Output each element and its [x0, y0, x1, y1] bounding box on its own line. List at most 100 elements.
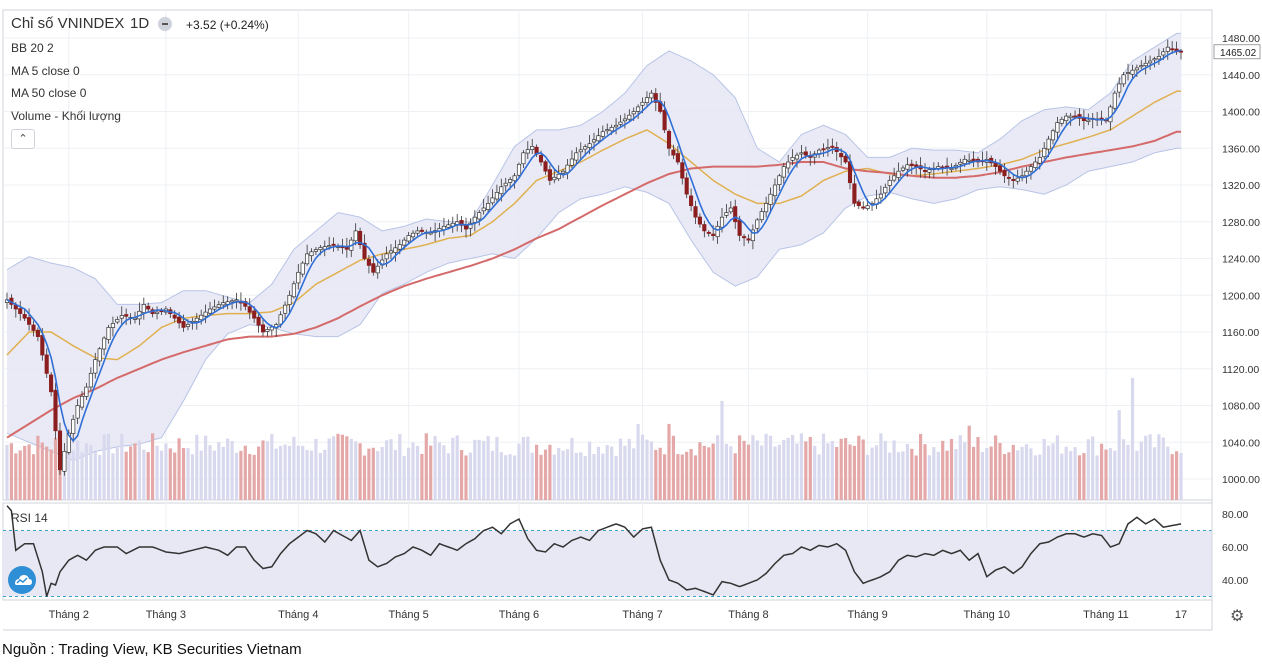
volume-bar — [318, 453, 322, 500]
candle — [596, 128, 601, 143]
volume-bar — [680, 454, 684, 500]
candle-body — [62, 451, 67, 472]
price-axis: 1000.00 1040.00 1080.00 1120.00 1160.00 1200.… — [1222, 33, 1260, 486]
eye-toggle-icon[interactable] — [158, 17, 172, 31]
candle — [375, 259, 380, 279]
candle-body — [777, 175, 782, 185]
candle-body — [375, 265, 380, 274]
candle-body — [914, 164, 919, 167]
volume-bar — [36, 435, 40, 500]
volume-bar — [773, 446, 777, 500]
candle — [1059, 116, 1064, 127]
candle-body — [459, 220, 464, 226]
candle-body — [627, 114, 632, 120]
candle-body — [600, 131, 605, 137]
candle-body — [614, 124, 619, 128]
volume-bar — [561, 450, 565, 500]
volume-bar — [742, 440, 746, 500]
candle — [684, 172, 689, 199]
volume-bar — [548, 444, 552, 500]
candle-body — [543, 161, 548, 172]
candle-body — [556, 173, 561, 180]
collapse-legend-button[interactable]: ⌃ — [11, 129, 35, 149]
timeframe-label[interactable]: 1D — [130, 15, 150, 32]
volume-bar — [1007, 452, 1011, 500]
candle-body — [287, 294, 292, 305]
volume-bar — [866, 454, 870, 500]
candle-body — [900, 167, 905, 171]
volume-bar — [998, 443, 1002, 500]
candle-body — [1002, 169, 1007, 177]
settings-gear-icon[interactable]: ⚙ — [1230, 608, 1245, 625]
candle-body — [247, 306, 252, 313]
candle — [830, 138, 835, 154]
volume-bar — [623, 445, 627, 500]
candles — [4, 39, 1184, 476]
volume-bar — [716, 435, 720, 500]
tradingview-logo-icon[interactable] — [8, 566, 36, 594]
volume-bar — [658, 447, 662, 500]
legend-bb[interactable]: BB 20 2 — [11, 41, 54, 55]
rsi-band-fill — [3, 530, 1212, 597]
volume-bar — [106, 433, 111, 500]
legend-volume[interactable]: Volume - Khối lượng — [11, 109, 121, 123]
candle — [680, 158, 685, 185]
volume-bar — [1077, 455, 1082, 500]
legend-ma50[interactable]: MA 50 close 0 — [11, 86, 87, 100]
candle-body — [124, 314, 129, 317]
volume-bar — [1104, 449, 1108, 500]
volume-bar — [574, 452, 578, 500]
volume-bar — [1064, 446, 1068, 500]
candle-body — [230, 300, 235, 303]
candle-body — [410, 232, 416, 238]
volume-bar — [782, 439, 786, 500]
candle — [79, 391, 85, 411]
candle-body — [494, 192, 499, 200]
candle — [62, 443, 67, 476]
candle-body — [406, 235, 411, 242]
candle — [1165, 39, 1170, 60]
candle — [75, 399, 80, 424]
candle-body — [110, 323, 115, 328]
volume-bar — [495, 437, 499, 500]
volume-bar — [835, 447, 839, 500]
candle — [516, 162, 522, 179]
candle-body — [155, 311, 160, 314]
candle — [883, 183, 888, 200]
candle-body — [666, 130, 672, 149]
candle — [1152, 56, 1157, 68]
candle — [22, 308, 27, 322]
legend-ma5[interactable]: MA 5 close 0 — [11, 64, 80, 78]
volume-bar — [1060, 453, 1064, 500]
volume-bar — [261, 440, 265, 500]
candle — [1130, 64, 1135, 79]
volume-bar — [199, 450, 203, 500]
candle — [97, 347, 102, 367]
volume-bar — [93, 452, 97, 500]
volume-bar — [424, 433, 428, 500]
candle-body — [40, 335, 45, 356]
volume-bar — [1135, 450, 1139, 500]
candle — [675, 146, 680, 165]
candle — [490, 189, 495, 206]
legend-rsi[interactable]: RSI 14 — [11, 511, 48, 525]
candle — [216, 300, 221, 310]
candle-body — [516, 163, 522, 176]
volume-bar — [446, 453, 450, 500]
volume-bar — [323, 449, 327, 500]
volume-bar — [1020, 446, 1024, 500]
candle — [31, 320, 36, 337]
candle — [1156, 48, 1161, 65]
volume-bar — [552, 454, 556, 500]
time-axis: Tháng 2 Tháng 3 Tháng 4 Tháng 5 Tháng 6 Tháng… — [3, 10, 1213, 631]
candle — [18, 300, 23, 321]
candle — [693, 200, 698, 224]
candle-body — [283, 304, 288, 314]
volume-bar — [177, 438, 181, 500]
candle — [574, 147, 579, 165]
rsi-tick-label: 80.00 — [1222, 509, 1248, 521]
candle — [305, 244, 310, 266]
volume-bar — [817, 454, 821, 500]
candle — [887, 175, 892, 195]
candle — [706, 230, 711, 237]
